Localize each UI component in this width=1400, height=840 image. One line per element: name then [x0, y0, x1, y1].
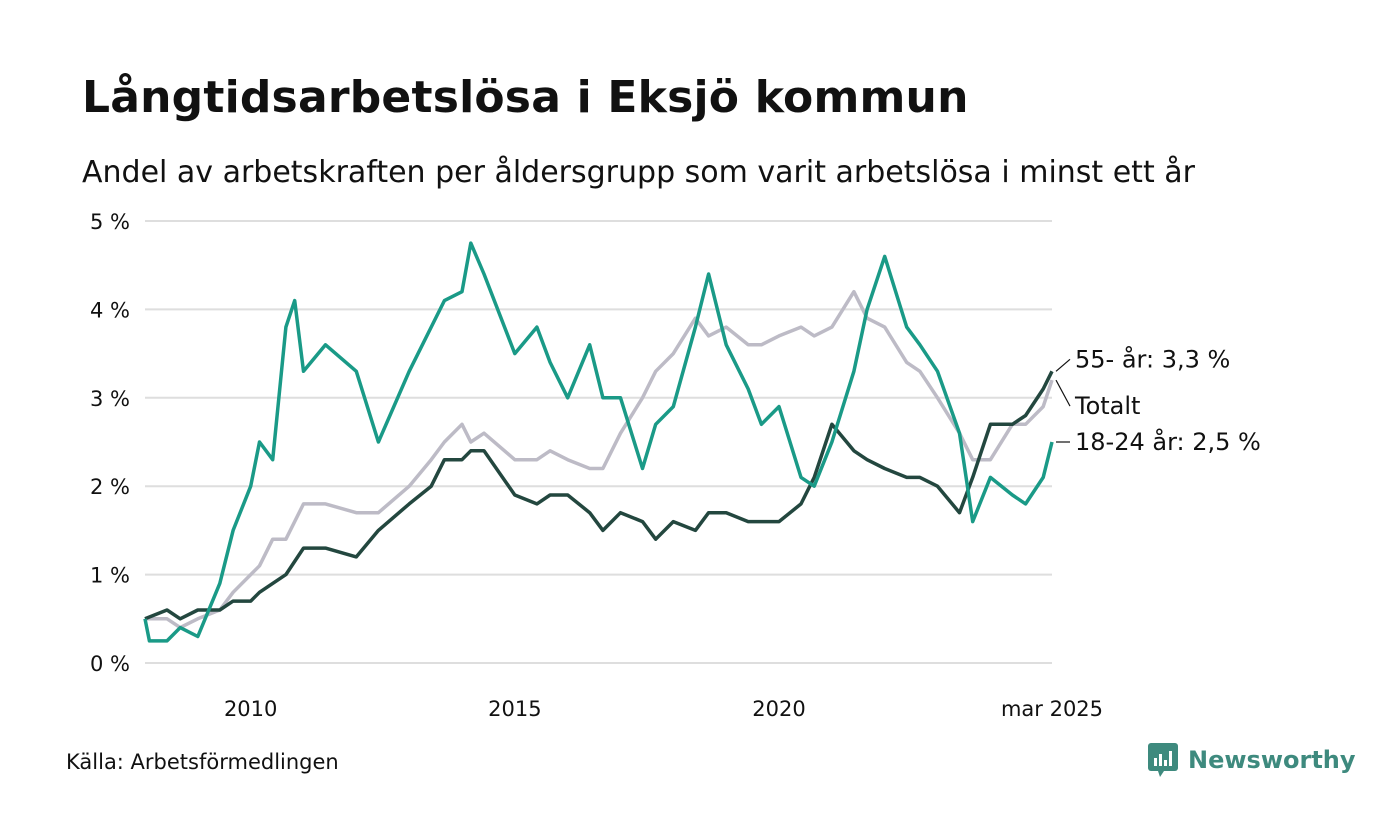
- y-tick-label: 4 %: [90, 298, 130, 322]
- chart-subtitle: Andel av arbetskraften per åldersgrupp s…: [82, 155, 1195, 190]
- x-tick-label: 2010: [224, 697, 277, 721]
- newsworthy-logo: Newsworthy: [1148, 743, 1356, 777]
- line-chart: 0 %1 %2 %3 %4 %5 % 2010 2015 2020 mar 2025 …: [90, 210, 1261, 721]
- source-note: Källa: Arbetsförmedlingen: [66, 750, 339, 774]
- series-end-label: Totalt: [1074, 392, 1140, 420]
- grid-lines: [145, 220, 1052, 664]
- series-line: [145, 289, 1054, 630]
- y-tick-label: 3 %: [90, 387, 130, 411]
- series-end-label: 55- år: 3,3 %: [1075, 344, 1230, 373]
- y-tick-label: 5 %: [90, 210, 130, 234]
- series-lines: [143, 241, 1054, 643]
- chart-title: Långtidsarbetslösa i Eksjö kommun: [82, 72, 969, 123]
- series-end-labels: Totalt 55- år: 3,3 % 18-24 år: 2,5 %: [1055, 344, 1261, 456]
- x-tick-label: 2020: [752, 697, 805, 721]
- y-tick-label: 1 %: [90, 564, 130, 588]
- y-tick-label: 2 %: [90, 475, 130, 499]
- logo-text: Newsworthy: [1188, 746, 1356, 774]
- end-label-leader: [1055, 379, 1071, 407]
- y-tick-label: 0 %: [90, 652, 130, 676]
- series-line: [144, 370, 1054, 621]
- x-tick-label: mar 2025: [1001, 697, 1103, 721]
- x-axis-ticks: 2010 2015 2020 mar 2025: [224, 697, 1103, 721]
- series-end-label: 18-24 år: 2,5 %: [1075, 427, 1261, 456]
- x-tick-label: 2015: [488, 697, 541, 721]
- series-line: [143, 241, 1054, 643]
- end-label-leader: [1055, 358, 1071, 372]
- newsworthy-logo-icon: [1148, 743, 1178, 777]
- y-axis-ticks: 0 % 1 % 2 % 3 % 4 % 5 %: [90, 210, 130, 676]
